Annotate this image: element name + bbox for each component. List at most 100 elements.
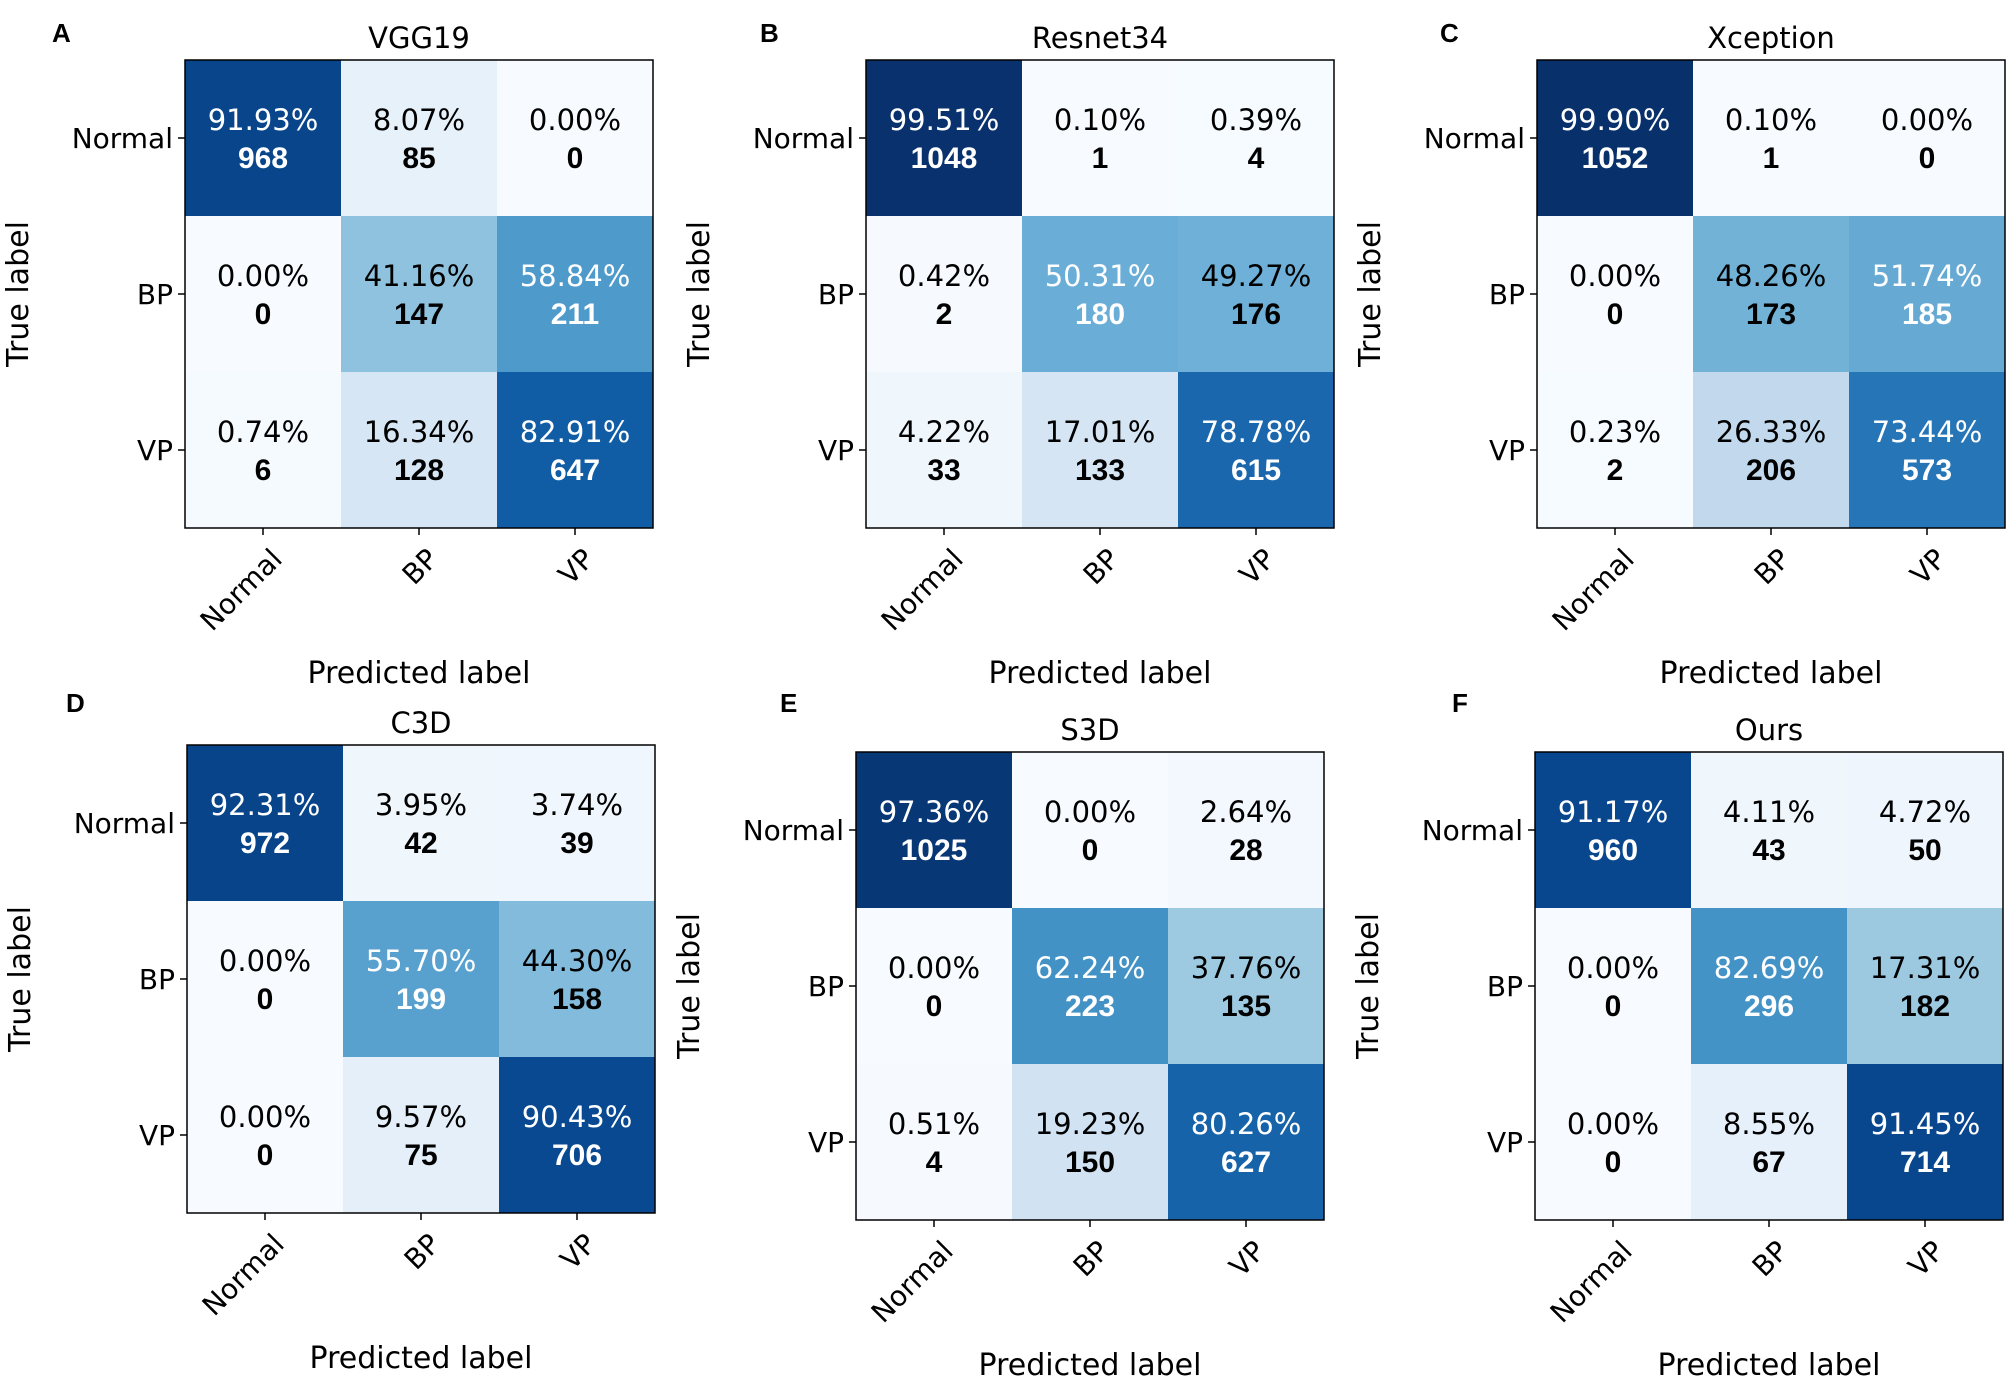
cell-percentage: 19.23%: [1035, 1107, 1146, 1141]
x-tick-label: VP: [1233, 542, 1282, 591]
heatmap-cell: [343, 1057, 499, 1213]
cell-count: 0: [1607, 298, 1624, 331]
x-axis-title: Predicted label: [1658, 1348, 1881, 1380]
heatmap-cell: [1012, 1064, 1168, 1220]
cell-percentage: 0.10%: [1725, 103, 1817, 137]
cell-percentage: 0.00%: [1044, 795, 1136, 829]
heatmap-cell: [1847, 752, 2003, 908]
cell-percentage: 0.00%: [1569, 259, 1661, 293]
y-tick-label: VP: [818, 434, 854, 467]
cell-percentage: 2.64%: [1200, 795, 1292, 829]
heatmap-cell: [866, 216, 1022, 372]
x-tick-label: Normal: [194, 542, 289, 637]
cell-count: 150: [1065, 1146, 1115, 1179]
cell-percentage: 0.42%: [898, 259, 990, 293]
cell-percentage: 3.74%: [531, 788, 623, 822]
heatmap-cell: [1178, 216, 1334, 372]
x-tick-label: BP: [1748, 542, 1797, 591]
cell-percentage: 91.93%: [208, 103, 319, 137]
y-axis-title: True label: [3, 906, 38, 1053]
cell-count: 1: [1092, 142, 1109, 175]
x-tick-label: BP: [1077, 542, 1126, 591]
cell-percentage: 8.55%: [1723, 1107, 1815, 1141]
heatmap-cell: [341, 60, 497, 216]
y-axis-title: True label: [1353, 221, 1388, 368]
cell-percentage: 17.31%: [1870, 951, 1981, 985]
cell-percentage: 9.57%: [375, 1100, 467, 1134]
x-tick-label: Normal: [875, 542, 970, 637]
cell-percentage: 0.23%: [1569, 415, 1661, 449]
heatmap-cell: [866, 60, 1022, 216]
y-tick-label: VP: [137, 434, 173, 467]
heatmap-cell: [1849, 372, 2005, 528]
cell-count: 85: [402, 142, 435, 175]
heatmap-cell: [497, 60, 653, 216]
heatmap-cell: [187, 1057, 343, 1213]
heatmap-cell: [866, 372, 1022, 528]
cell-percentage: 4.11%: [1723, 795, 1815, 829]
heatmap-cell: [1691, 908, 1847, 1064]
cell-percentage: 8.07%: [373, 103, 465, 137]
cell-percentage: 99.51%: [889, 103, 1000, 137]
cell-count: 133: [1075, 454, 1125, 487]
y-tick-label: VP: [808, 1126, 844, 1159]
cell-count: 147: [394, 298, 444, 331]
confusion-matrix-C: C Xception 99.90% 1052 0.10% 1 0.00% 0 0.00% 0 48.…: [1353, 18, 2006, 691]
cell-count: 968: [238, 142, 288, 175]
cell-percentage: 26.33%: [1716, 415, 1827, 449]
x-tick-label: Normal: [865, 1234, 960, 1329]
cell-percentage: 58.84%: [520, 259, 631, 293]
cell-count: 43: [1752, 834, 1785, 867]
cell-percentage: 97.36%: [879, 795, 990, 829]
heatmap-cell: [1847, 908, 2003, 1064]
heatmap-cell: [497, 372, 653, 528]
cell-count: 960: [1588, 834, 1638, 867]
heatmap-cell: [185, 60, 341, 216]
panel-letter: C: [1440, 18, 1459, 48]
heatmap-cell: [1691, 1064, 1847, 1220]
heatmap-cell: [499, 745, 655, 901]
cell-count: 706: [552, 1139, 602, 1172]
cell-percentage: 3.95%: [375, 788, 467, 822]
cell-percentage: 0.00%: [888, 951, 980, 985]
chart-title: S3D: [1060, 713, 1119, 747]
cell-percentage: 0.00%: [1881, 103, 1973, 137]
cell-count: 75: [404, 1139, 437, 1172]
y-tick-label: Normal: [743, 814, 844, 847]
cell-percentage: 48.26%: [1716, 259, 1827, 293]
cell-count: 2: [1607, 454, 1624, 487]
x-tick-label: BP: [398, 1227, 447, 1276]
heatmap-cell: [341, 372, 497, 528]
x-axis-title: Predicted label: [989, 656, 1212, 691]
heatmap-cell: [1022, 60, 1178, 216]
panel-letter: D: [66, 688, 85, 718]
cell-count: 627: [1221, 1146, 1271, 1179]
heatmap-cell: [1693, 372, 1849, 528]
heatmap-cell: [1535, 1064, 1691, 1220]
y-tick-label: VP: [1489, 434, 1525, 467]
cell-percentage: 55.70%: [366, 944, 477, 978]
heatmap-cell: [856, 908, 1012, 1064]
cell-percentage: 91.17%: [1558, 795, 1669, 829]
heatmap-cell: [497, 216, 653, 372]
cell-percentage: 62.24%: [1035, 951, 1146, 985]
cell-count: 185: [1902, 298, 1952, 331]
y-tick-label: BP: [1489, 278, 1525, 311]
chart-title: C3D: [390, 706, 451, 740]
chart-title: Ours: [1735, 713, 1803, 747]
confusion-matrix-F: F Ours 91.17% 960 4.11% 43 4.72% 50 0.00% 0 82.69%…: [1351, 688, 2004, 1380]
cell-count: 0: [1605, 990, 1622, 1023]
cell-percentage: 0.00%: [1567, 1107, 1659, 1141]
cell-count: 647: [550, 454, 600, 487]
y-tick-label: VP: [1487, 1126, 1523, 1159]
heatmap-cell: [1537, 372, 1693, 528]
x-axis-title: Predicted label: [979, 1348, 1202, 1380]
cell-count: 211: [551, 298, 599, 331]
y-tick-label: Normal: [1422, 814, 1523, 847]
y-tick-label: BP: [1487, 970, 1523, 1003]
cell-count: 1052: [1582, 142, 1649, 175]
heatmap-cell: [1022, 372, 1178, 528]
cell-percentage: 0.74%: [217, 415, 309, 449]
heatmap-cell: [1537, 216, 1693, 372]
heatmap-cell: [185, 372, 341, 528]
